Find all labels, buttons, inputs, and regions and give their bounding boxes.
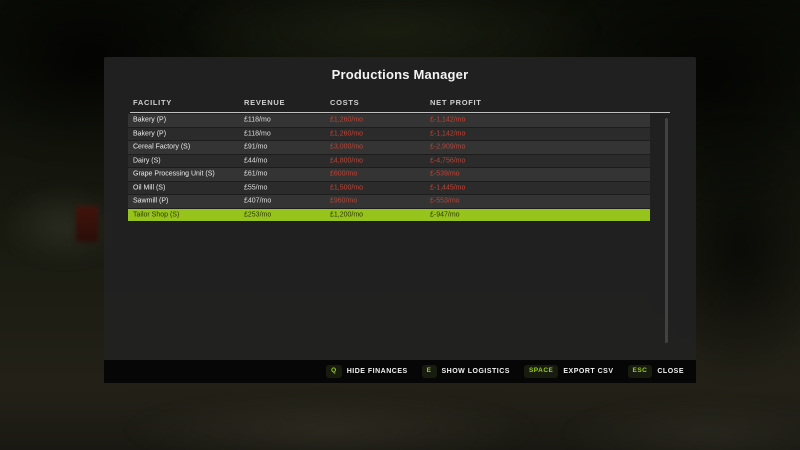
shortcut-label: EXPORT CSV (563, 368, 614, 375)
costs-value: £600/mo (330, 170, 358, 178)
column-header-net-profit: NET PROFIT (430, 98, 482, 107)
shortcut-show-logistics[interactable]: E SHOW LOGISTICS (421, 365, 510, 378)
costs-value: £960/mo (330, 197, 358, 205)
header-divider (130, 112, 670, 113)
facility-name: Sawmill (P) (133, 197, 169, 205)
net-profit-value: £-553/mo (430, 197, 460, 205)
net-profit-value: £-1,142/mo (430, 130, 466, 138)
facility-name: Cereal Factory (S) (133, 143, 191, 151)
net-profit-value: £-539/mo (430, 170, 460, 178)
shortcut-export-csv[interactable]: SPACE EXPORT CSV (523, 365, 614, 378)
facility-name: Bakery (P) (133, 130, 167, 138)
shortcut-label: HIDE FINANCES (346, 368, 408, 375)
table-header: FACILITY REVENUE COSTS NET PROFIT (104, 98, 696, 110)
costs-value: £1,260/mo (330, 116, 364, 124)
column-header-costs: COSTS (330, 98, 360, 107)
facility-table: Bakery (P) £118/mo £1,260/mo £-1,142/mo … (128, 114, 650, 222)
table-row[interactable]: Grape Processing Unit (S) £61/mo £600/mo… (128, 168, 650, 182)
column-header-revenue: REVENUE (244, 98, 286, 107)
key-badge-space: SPACE (523, 365, 559, 378)
revenue-value: £118/mo (244, 130, 271, 138)
revenue-value: £118/mo (244, 116, 271, 124)
shortcut-label: SHOW LOGISTICS (441, 368, 510, 375)
net-profit-value: £-2,909/mo (430, 143, 466, 151)
revenue-value: £44/mo (244, 157, 268, 165)
revenue-value: £253/mo (244, 211, 272, 219)
revenue-value: £91/mo (244, 143, 268, 151)
background-red-shed (76, 206, 98, 242)
key-badge-q: Q (326, 365, 342, 378)
key-badge-e: E (421, 365, 437, 378)
costs-value: £1,500/mo (330, 184, 364, 192)
costs-value: £1,260/mo (330, 130, 364, 138)
costs-value: £3,000/mo (330, 143, 364, 151)
facility-name: Dairy (S) (133, 157, 161, 165)
costs-value: £1,200/mo (330, 211, 364, 219)
panel-title: Productions Manager (331, 67, 469, 82)
table-row[interactable]: Oil Mill (S) £55/mo £1,500/mo £-1,445/mo (128, 181, 650, 195)
net-profit-value: £-1,142/mo (430, 116, 466, 124)
productions-manager-panel: Productions Manager FACILITY REVENUE COS… (104, 57, 696, 360)
table-row[interactable]: Dairy (S) £44/mo £4,800/mo £-4,756/mo (128, 154, 650, 168)
table-row[interactable]: Sawmill (P) £407/mo £960/mo £-553/mo (128, 195, 650, 209)
facility-name: Grape Processing Unit (S) (133, 170, 215, 178)
net-profit-value: £-4,756/mo (430, 157, 466, 165)
shortcut-close[interactable]: ESC CLOSE (627, 365, 685, 378)
table-row[interactable]: Bakery (P) £118/mo £1,260/mo £-1,142/mo (128, 114, 650, 128)
table-row[interactable]: Bakery (P) £118/mo £1,260/mo £-1,142/mo (128, 127, 650, 141)
net-profit-value: £-1,445/mo (430, 184, 466, 192)
revenue-value: £407/mo (244, 197, 272, 205)
shortcut-hide-finances[interactable]: Q HIDE FINANCES (326, 365, 408, 378)
facility-name: Oil Mill (S) (133, 184, 166, 192)
table-row-selected[interactable]: Tailor Shop (S) £253/mo £1,200/mo £-947/… (128, 208, 650, 222)
scrollbar[interactable] (665, 118, 668, 343)
key-badge-esc: ESC (627, 365, 653, 378)
background-ground-patch (120, 395, 540, 450)
costs-value: £4,800/mo (330, 157, 364, 165)
facility-name: Bakery (P) (133, 116, 167, 124)
shortcut-bar: Q HIDE FINANCES E SHOW LOGISTICS SPACE E… (104, 360, 696, 383)
shortcut-label: CLOSE (657, 368, 684, 375)
revenue-value: £55/mo (244, 184, 268, 192)
background-ground-patch (560, 400, 800, 450)
net-profit-value: £-947/mo (430, 211, 460, 219)
table-row[interactable]: Cereal Factory (S) £91/mo £3,000/mo £-2,… (128, 141, 650, 155)
facility-name: Tailor Shop (S) (133, 211, 180, 219)
revenue-value: £61/mo (244, 170, 268, 178)
column-header-facility: FACILITY (133, 98, 172, 107)
